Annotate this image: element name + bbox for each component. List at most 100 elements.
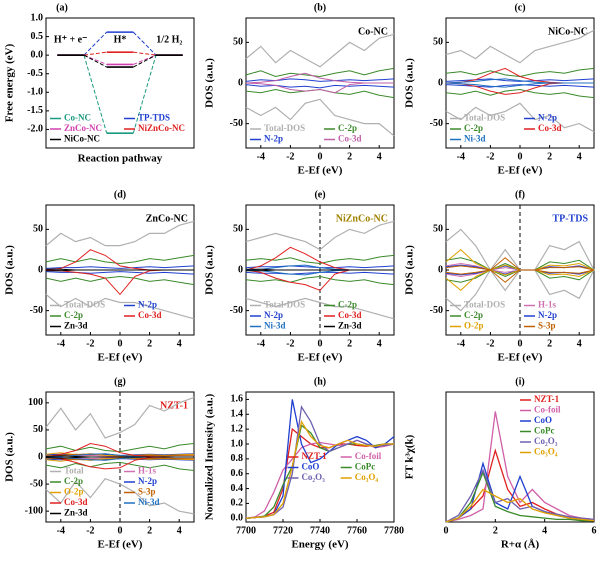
dos-down	[245, 84, 395, 89]
y-tick-label: 50	[433, 224, 443, 235]
dos-up	[245, 220, 395, 251]
legend-label: Co-3d	[338, 310, 362, 320]
dos-down	[245, 82, 394, 94]
legend-label: Total-DOS	[264, 300, 305, 310]
connector	[83, 54, 107, 65]
x-tick-label: -2	[486, 151, 494, 162]
x-tick-label: 4	[377, 338, 382, 349]
panel-title: NiCo-NC	[548, 26, 588, 37]
legend-label: C-2p	[64, 476, 83, 486]
legend-label: Co-3d	[64, 497, 88, 507]
y-tick-label: 1.0	[31, 12, 44, 23]
curve	[445, 470, 594, 523]
y-tick-label: 0.2	[231, 498, 244, 509]
panel-label: (c)	[514, 2, 525, 13]
x-tick-label: 4	[377, 151, 382, 162]
x-tick-label: 7740	[310, 525, 330, 536]
x-tick-label: -2	[286, 338, 294, 349]
legend-label: ZnCo-NC	[64, 123, 102, 133]
legend-label: Co-foil	[534, 405, 561, 415]
y-tick-label: -1.0	[27, 87, 43, 98]
x-axis-label: E-Ef (eV)	[498, 352, 543, 364]
y-tick-label: -50	[30, 305, 43, 316]
x-tick-label: 0	[444, 525, 449, 536]
x-tick-label: 0	[318, 151, 323, 162]
legend-label: S-3p	[538, 321, 556, 331]
dos-up	[445, 67, 595, 78]
curve	[445, 461, 595, 523]
step-label: H⁺ + e⁻	[54, 34, 87, 45]
x-tick-label: 2	[347, 338, 352, 349]
y-tick-label: 0	[438, 264, 443, 275]
x-tick-label: 2	[547, 151, 552, 162]
legend-label: Total-DOS	[64, 300, 105, 310]
x-axis-label: E-Ef (eV)	[298, 352, 343, 364]
dos-down	[245, 297, 395, 320]
legend-label: Ni-3d	[264, 321, 286, 331]
legend-label: Co-3d	[538, 123, 562, 133]
connector	[83, 51, 107, 56]
legend-label: Co₂O₃	[301, 472, 325, 482]
y-tick-label: 1.2	[231, 423, 244, 434]
legend-label: O-2p	[64, 487, 84, 497]
legend-label: Ni-3d	[464, 134, 486, 144]
legend-label: Total-DOS	[464, 300, 505, 310]
x-tick-label: 7700	[236, 525, 256, 536]
dos-down	[45, 456, 194, 459]
x-tick-label: 0	[118, 525, 123, 536]
legend-label: N-2p	[138, 300, 157, 310]
curve	[445, 411, 595, 523]
x-tick-label: 0	[518, 338, 523, 349]
x-tick-label: -2	[486, 338, 494, 349]
dos-up	[45, 396, 195, 439]
y-axis-label: DOS (a.u.)	[4, 245, 16, 295]
x-tick-label: 4	[577, 151, 582, 162]
legend-label: Ni-3d	[138, 497, 160, 507]
legend-label: Co-3d	[338, 134, 362, 144]
dos-up	[445, 29, 595, 64]
dos-up	[245, 67, 395, 78]
y-tick-label: 0.8	[231, 453, 244, 464]
y-axis-label: DOS (a.u.)	[204, 245, 216, 295]
dos-up	[245, 254, 395, 265]
dos-up	[45, 265, 195, 269]
y-tick-label: -2.0	[27, 124, 43, 135]
dos-down	[246, 269, 394, 272]
y-axis-label: DOS (a.u.)	[4, 432, 16, 482]
legend-label: Zn-3d	[64, 321, 88, 331]
y-tick-label: 0.0	[231, 513, 244, 524]
panel-label: (i)	[515, 376, 524, 387]
legend-label: NZT-1	[534, 394, 560, 404]
y-tick-label: 50	[433, 37, 443, 48]
y-tick-label: -0.5	[27, 68, 43, 79]
legend-label: CoPc	[534, 426, 555, 436]
y-axis-label: Normalized Intensity (a.u.)	[204, 393, 216, 520]
y-tick-label: 0	[38, 451, 43, 462]
dos-up	[245, 33, 395, 68]
legend-label: Total	[64, 466, 84, 476]
y-tick-label: -50	[430, 118, 443, 129]
y-axis-label: DOS (a.u.)	[404, 245, 416, 295]
y-tick-label: 0	[38, 264, 43, 275]
step-label: 1/2 H₂	[156, 34, 182, 45]
legend-label: Co₃O₄	[355, 472, 379, 482]
x-tick-label: -4	[457, 151, 465, 162]
legend-label: Total-DOS	[264, 123, 305, 133]
y-tick-label: -50	[230, 305, 243, 316]
x-tick-label: -4	[257, 338, 265, 349]
legend-label: Co₂O₃	[534, 436, 558, 446]
y-tick-label: 50	[33, 424, 43, 435]
dos-up	[45, 254, 195, 265]
legend-label: C-2p	[338, 123, 357, 133]
y-tick-label: -100	[25, 505, 43, 516]
x-tick-label: 4	[542, 525, 547, 536]
legend-label: N-2p	[138, 476, 157, 486]
connector	[83, 54, 107, 68]
legend-label: H-1s	[138, 466, 156, 476]
legend-label: N-2p	[538, 113, 557, 123]
legend-label: Co₃O₄	[534, 447, 558, 457]
x-tick-label: 6	[592, 525, 597, 536]
legend-label: N-2p	[538, 310, 557, 320]
step-label: H*	[114, 34, 127, 45]
